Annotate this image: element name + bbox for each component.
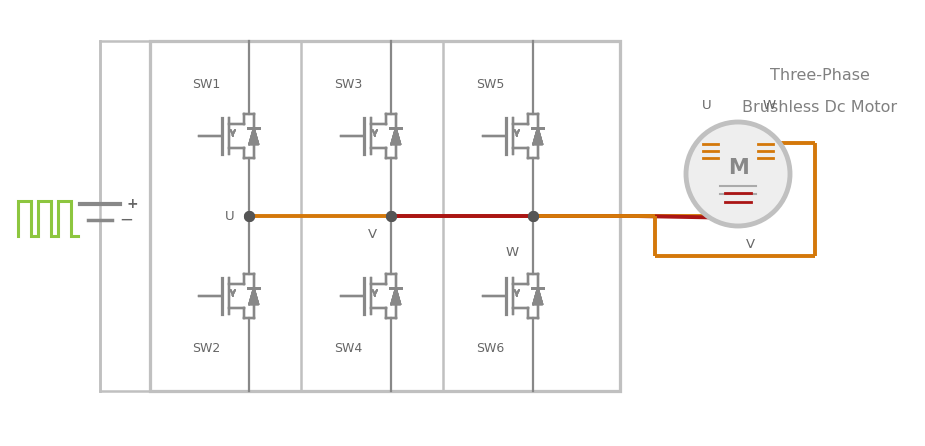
Circle shape xyxy=(686,122,790,226)
Polygon shape xyxy=(533,288,543,305)
Text: U: U xyxy=(702,99,711,112)
Polygon shape xyxy=(391,288,401,305)
Polygon shape xyxy=(249,128,259,145)
Text: SW4: SW4 xyxy=(334,342,363,355)
Text: Brushless Dc Motor: Brushless Dc Motor xyxy=(743,100,897,116)
Text: W: W xyxy=(762,99,776,112)
Polygon shape xyxy=(249,288,259,305)
Text: +: + xyxy=(127,197,139,211)
Polygon shape xyxy=(533,128,543,145)
Text: V: V xyxy=(368,227,376,240)
Polygon shape xyxy=(391,128,401,145)
Text: U: U xyxy=(226,210,235,223)
Polygon shape xyxy=(249,128,259,145)
Text: SW5: SW5 xyxy=(476,78,504,91)
Text: V: V xyxy=(746,238,755,251)
Polygon shape xyxy=(533,288,543,305)
Polygon shape xyxy=(249,288,259,305)
Polygon shape xyxy=(391,128,401,145)
Polygon shape xyxy=(533,128,543,145)
Text: SW3: SW3 xyxy=(334,78,363,91)
Polygon shape xyxy=(249,288,259,305)
Text: −: − xyxy=(119,211,133,229)
Polygon shape xyxy=(533,288,543,305)
Polygon shape xyxy=(391,128,401,145)
Polygon shape xyxy=(391,288,401,305)
Text: SW2: SW2 xyxy=(192,342,220,355)
Polygon shape xyxy=(391,288,401,305)
Text: SW1: SW1 xyxy=(192,78,220,91)
Text: Three-Phase: Three-Phase xyxy=(770,69,869,83)
Polygon shape xyxy=(249,128,259,145)
Polygon shape xyxy=(533,128,543,145)
Text: M: M xyxy=(728,158,748,178)
Text: W: W xyxy=(506,245,519,259)
Bar xyxy=(150,41,620,391)
Text: SW6: SW6 xyxy=(476,342,504,355)
